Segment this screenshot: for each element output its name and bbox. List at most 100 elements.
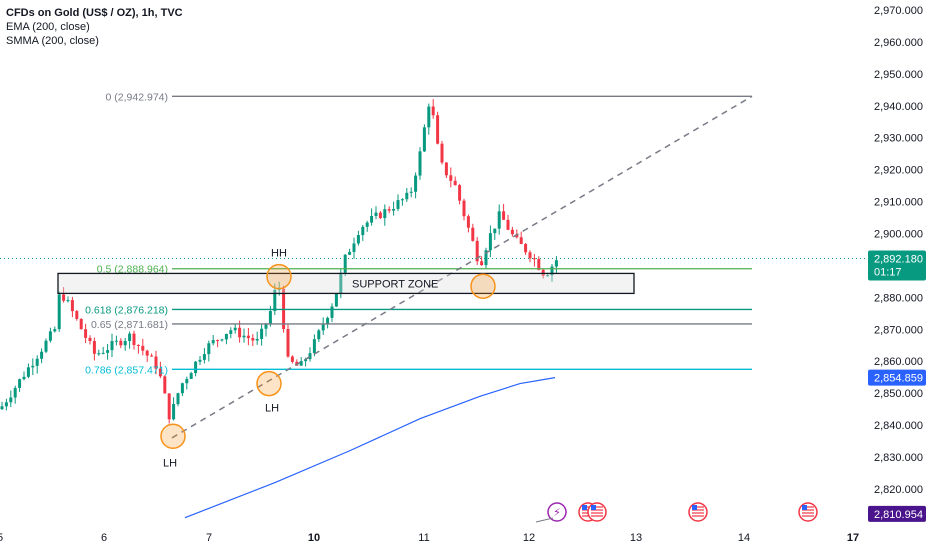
candle-body: [405, 192, 409, 200]
candle-body: [339, 272, 343, 294]
time-tick-label: 10: [308, 532, 320, 544]
plot-area: ⚡: [0, 99, 868, 523]
fib-level-label: 0.618 (2,876.218): [85, 304, 168, 316]
candle-body: [550, 266, 554, 276]
fib-trend-line: [171, 95, 753, 439]
indicator-smma[interactable]: SMMA (200, close): [6, 35, 99, 47]
swing-point-marker: [266, 263, 292, 290]
candle-body: [387, 209, 391, 211]
fib-level-label: 0 (2,942.974): [106, 91, 168, 103]
candle-body: [114, 340, 118, 342]
candle-body: [427, 106, 431, 128]
candle-body: [286, 328, 290, 357]
candle-body: [321, 324, 325, 331]
candle-body: [312, 339, 316, 354]
candle-body: [180, 383, 184, 394]
fib-level-label: 0.5 (2,888.964): [97, 264, 168, 276]
candle-body: [449, 175, 453, 181]
lightning-icon: [547, 502, 567, 522]
price-tick-label: 2,920.000: [874, 165, 923, 177]
candle-body: [554, 260, 558, 267]
candle-body: [48, 331, 52, 341]
candle-body: [189, 373, 193, 379]
candle-body: [18, 379, 22, 388]
flag-canton: [582, 505, 587, 510]
candle-body: [480, 261, 484, 266]
candle-body: [163, 376, 167, 394]
candle-body: [383, 209, 387, 219]
candle-body: [418, 151, 422, 176]
candle-body: [528, 252, 532, 259]
candle-body: [211, 340, 215, 344]
candle-body: [44, 340, 48, 352]
price-tick-label: 2,900.000: [874, 229, 923, 241]
candle-body: [273, 289, 277, 312]
candle-body: [84, 329, 88, 338]
candle-body: [145, 350, 149, 356]
candle-body: [264, 323, 268, 329]
candle-body: [458, 185, 462, 201]
candle-body: [198, 359, 202, 362]
us-flag-icon: [587, 502, 607, 522]
candle-body: [510, 229, 514, 235]
candle-body: [268, 311, 272, 324]
swing-point-marker: [160, 423, 186, 450]
flag-canton: [692, 505, 697, 510]
candle-body: [378, 212, 382, 219]
candle-body: [110, 341, 114, 351]
candle-body: [299, 361, 303, 366]
candle-body: [519, 237, 523, 244]
candle-body: [97, 353, 101, 355]
fib-level-label: 0.786 (2,857.471): [85, 364, 168, 376]
candle-body: [484, 250, 488, 266]
candle-body: [365, 222, 369, 227]
price-tick-label: 2,850.000: [874, 388, 923, 400]
hh-label: HH: [271, 248, 287, 260]
price-tick-label: 2,930.000: [874, 133, 923, 145]
annotations-layer: 0 (2,942.974) 0.5 (2,888.964) 0.618 (2,876…: [57, 91, 753, 469]
candle-body: [216, 340, 220, 342]
candle-body: [141, 345, 145, 351]
candle-body: [35, 358, 39, 366]
bar-marker: [535, 517, 554, 523]
current-price-label-countdown: 01:17: [874, 266, 902, 278]
candle-body: [255, 338, 259, 341]
candle-body: [343, 254, 347, 273]
event-flag-3: [688, 502, 708, 522]
candle-body: [396, 200, 400, 209]
ema-value-label: 2,854.859: [874, 373, 923, 385]
us-flag-icon: [688, 502, 708, 522]
price-tick-label: 2,970.000: [874, 5, 923, 17]
candle-body: [66, 300, 70, 302]
symbol-title: CFDs on Gold (US$ / OZ), 1h, TVC: [6, 7, 183, 19]
candle-body: [92, 341, 96, 354]
swing-point-marker: [256, 370, 282, 397]
indicator-ema[interactable]: EMA (200, close): [6, 21, 90, 33]
candle-body: [414, 175, 418, 192]
candle-body: [493, 228, 497, 234]
candle-body: [207, 343, 211, 355]
price-tick-label: 2,860.000: [874, 356, 923, 368]
event-flag-2: [587, 502, 607, 522]
candle-body: [75, 311, 79, 319]
candle-body: [515, 234, 519, 238]
candle-body: [497, 211, 501, 229]
candle-body: [229, 330, 233, 334]
candle-body: [185, 378, 189, 384]
candle-body: [62, 294, 66, 301]
candle-body: [251, 338, 255, 341]
candle-body: [238, 327, 242, 338]
candle-body: [392, 208, 396, 211]
candle-body: [334, 293, 338, 307]
candle-body: [194, 361, 198, 374]
candle-body: [132, 333, 136, 345]
candle-body: [106, 350, 110, 353]
time-axis: 5 6 7 10 11 12 13 14 17: [0, 532, 859, 544]
candle-body: [158, 368, 162, 377]
candle-body: [440, 143, 444, 163]
candle-body: [40, 351, 44, 359]
candle-body: [400, 199, 404, 201]
time-tick-label: 7: [206, 532, 212, 544]
candle-body: [22, 376, 26, 380]
